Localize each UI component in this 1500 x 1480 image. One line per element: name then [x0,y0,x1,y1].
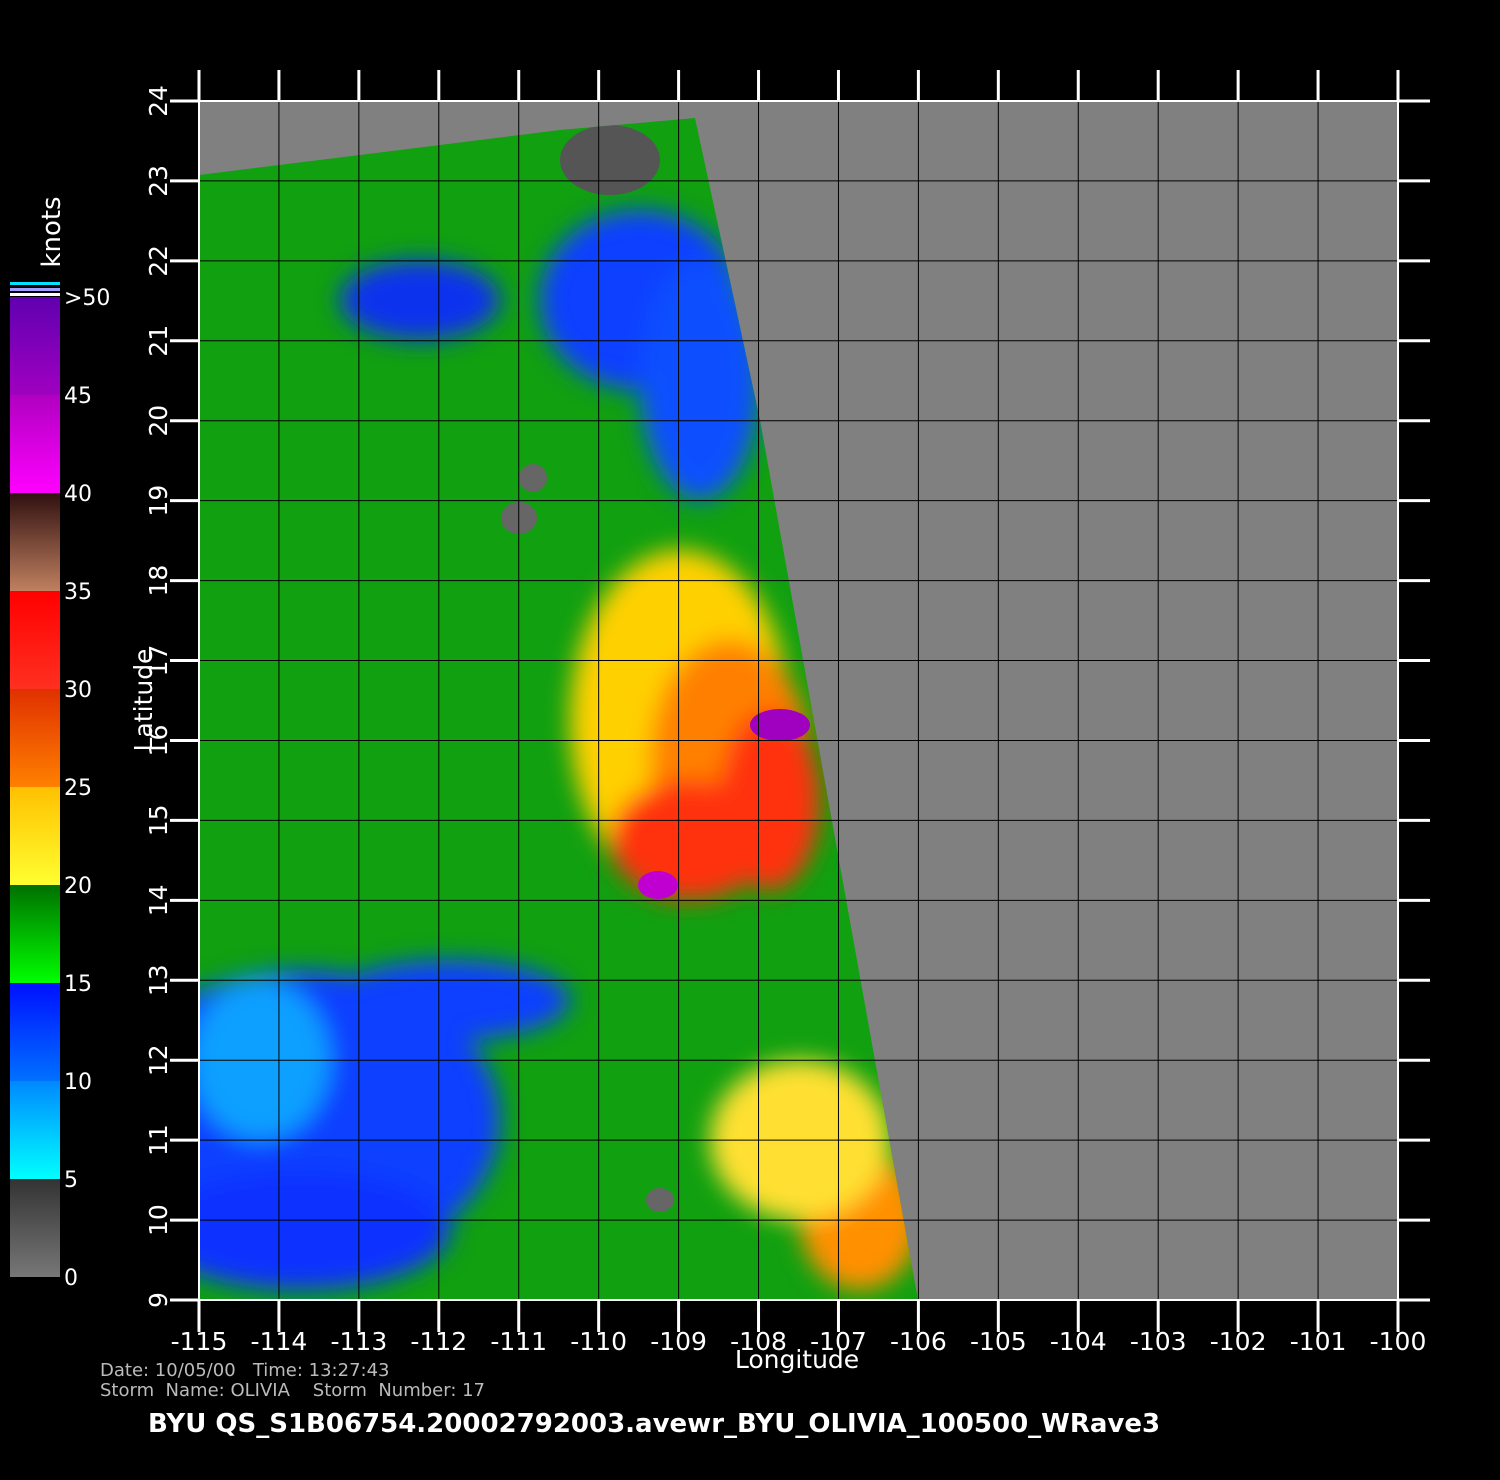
x-tick-label: -100 [1370,1327,1427,1356]
colorbar-segment [10,983,60,1081]
y-tick-label: 12 [144,1044,173,1076]
x-tick-label: -115 [171,1327,228,1356]
x-tick-label: -104 [1050,1327,1107,1356]
y-tick-label: 21 [144,325,173,357]
y-tick-label: 23 [144,165,173,197]
colorbar-segment [10,395,60,493]
y-tick-label: 13 [144,964,173,996]
colorbar-segment [10,787,60,885]
x-tick-label: -103 [1130,1327,1187,1356]
colorbar-tick-label: 5 [64,1168,78,1193]
x-tick-label: -114 [251,1327,308,1356]
y-tick-label: 15 [144,804,173,836]
plot-frame [198,100,1399,1301]
colorbar-segment [10,1179,60,1277]
colorbar-tick-label: 20 [64,874,92,899]
x-tick-label: -112 [410,1327,467,1356]
colorbar-tick-label: 45 [64,384,92,409]
colorbar-tick-label: 0 [64,1266,78,1291]
colorbar-segment [10,885,60,983]
x-tick-label: -113 [330,1327,387,1356]
y-tick-label: 14 [144,884,173,916]
x-tick-label: -106 [890,1327,947,1356]
colorbar-segment [10,689,60,787]
axes: -115 -114 -113 -112 -111 -110 -109 -108 -107 -106… [144,70,1430,1356]
colorbar-segment [10,493,60,591]
x-tick-label: -107 [810,1327,867,1356]
y-tick-label: 11 [144,1124,173,1156]
colorbar-tick-label: 15 [64,972,92,997]
colorbar-tick-label: 35 [64,580,92,605]
colorbar-segment [10,1081,60,1179]
y-axis-label: Latitude [129,649,158,752]
y-tick-label: 9 [144,1292,173,1308]
colorbar: 0 5 10 15 20 25 30 35 40 45 >50 [10,286,110,1291]
x-tick-label: -109 [650,1327,707,1356]
colorbar-segment [10,591,60,689]
x-tick-label: -108 [730,1327,787,1356]
date-time: Date: 10/05/00 Time: 13:27:43 [100,1360,390,1381]
colorbar-segment [10,297,60,395]
colorbar-tick-label: 30 [64,678,92,703]
x-axis-label: Longitude [735,1345,859,1374]
file-title: BYU QS_S1B06754.20002792003.avewr_BYU_OL… [148,1409,1160,1439]
y-tick-label: 22 [144,245,173,277]
colorbar-tick-label: 25 [64,776,92,801]
x-tick-label: -101 [1290,1327,1347,1356]
x-tick-label: -110 [570,1327,627,1356]
colorbar-tick-label: >50 [64,286,110,311]
y-tick-label: 18 [144,565,173,597]
y-tick-label: 20 [144,405,173,437]
y-tick-label: 24 [144,85,173,117]
colorbar-cap [10,288,60,291]
y-tick-label: 17 [144,645,173,677]
storm-info: Storm Name: OLIVIA Storm Number: 17 [100,1380,485,1401]
x-tick-label: -102 [1210,1327,1267,1356]
y-tick-label: 19 [144,485,173,517]
y-tick-label: 16 [144,725,173,757]
colorbar-tick-label: 40 [64,482,92,507]
colorbar-cap [10,282,60,285]
colorbar-tick-label: 10 [64,1070,92,1095]
x-tick-label: -111 [490,1327,547,1356]
y-tick-label: 10 [144,1204,173,1236]
x-tick-label: -105 [970,1327,1027,1356]
colorbar-label: knots [37,196,67,267]
colorbar-cap [10,293,60,296]
